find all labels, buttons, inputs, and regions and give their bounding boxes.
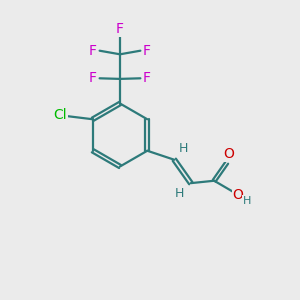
Text: O: O (233, 188, 244, 202)
Text: H: H (178, 142, 188, 155)
Text: Cl: Cl (53, 108, 67, 122)
Text: F: F (143, 44, 151, 58)
Text: H: H (243, 196, 251, 206)
Text: F: F (89, 71, 97, 85)
Text: F: F (143, 71, 151, 85)
Text: F: F (116, 22, 124, 35)
Text: O: O (223, 147, 234, 161)
Text: F: F (89, 44, 97, 58)
Text: H: H (175, 187, 184, 200)
